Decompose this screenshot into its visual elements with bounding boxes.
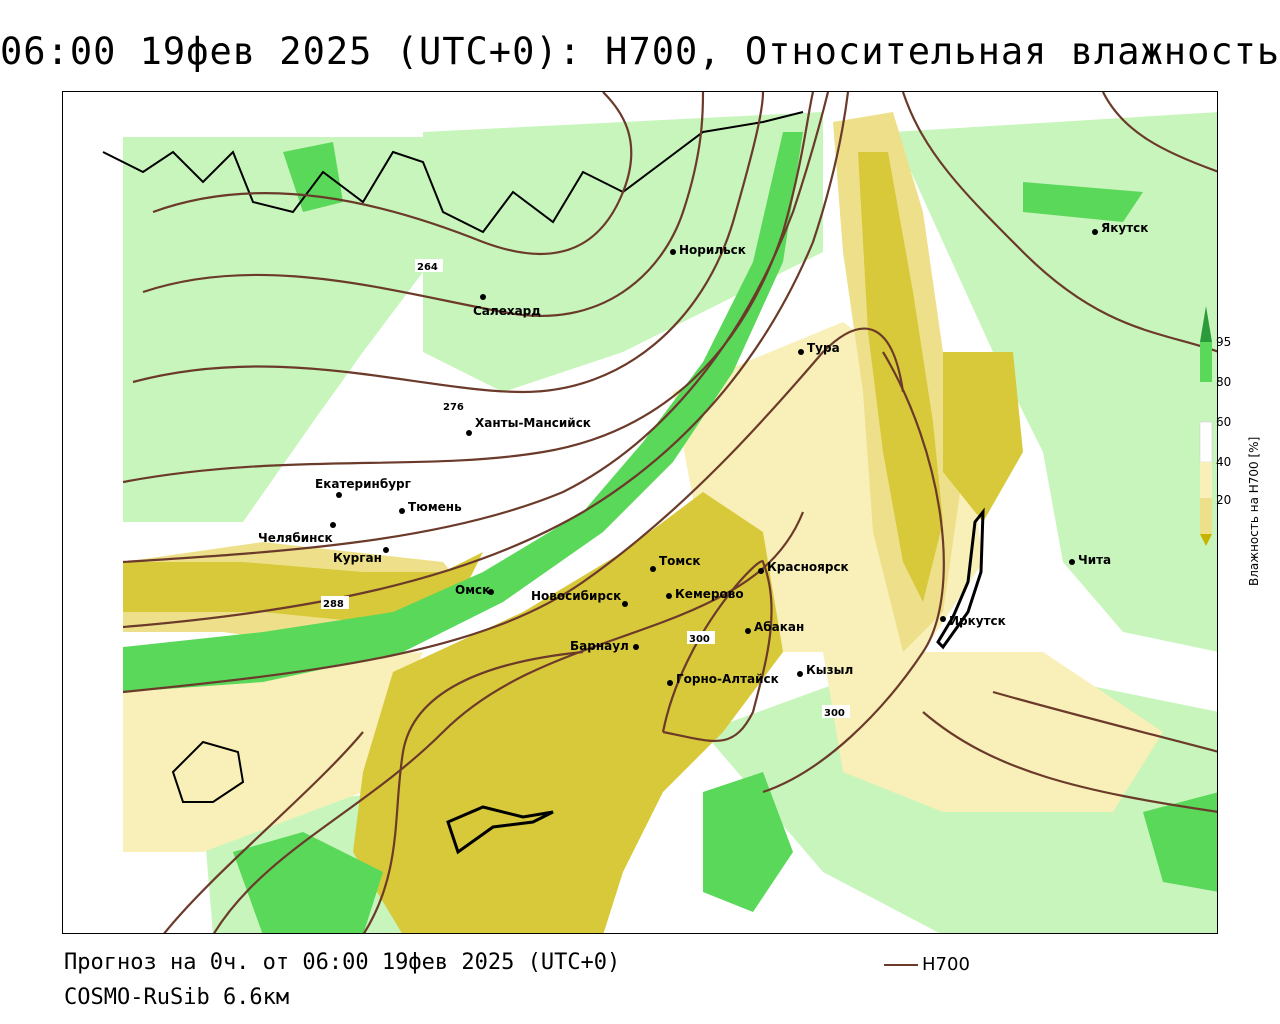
city-label: Барнаул — [570, 639, 629, 653]
h700-contours — [122, 92, 1217, 933]
forecast-info: Прогноз на 0ч. от 06:00 19фев 2025 (UTC+… — [64, 950, 621, 975]
city-label: Ханты-Мансийск — [475, 416, 591, 430]
colorbar-tick: 80 — [1216, 375, 1231, 389]
city-label: Курган — [333, 551, 382, 565]
humidity-area-light-green-west — [123, 137, 423, 522]
coastline — [102, 111, 804, 234]
city-label: Екатеринбург — [315, 477, 411, 491]
city-label: Норильск — [679, 243, 746, 257]
humidity-band-green-diagonal — [123, 132, 803, 692]
city-label: Салехард — [473, 304, 541, 318]
contour-label: 264 — [417, 262, 438, 273]
city-label: Якутск — [1101, 221, 1148, 235]
city-markers: Якутск Норильск Салехард Тура Ханты-Манс… — [258, 221, 1148, 686]
city-label: Кызыл — [806, 663, 853, 677]
city-label: Горно-Алтайск — [676, 672, 779, 686]
city-label: Тюмень — [408, 500, 462, 514]
humidity-area-dry-west-band — [123, 552, 483, 622]
city-label: Красноярск — [767, 560, 849, 574]
contour-label: 276 — [443, 402, 464, 413]
city-label: Чита — [1078, 553, 1111, 567]
contour-label: 300 — [689, 634, 710, 645]
humidity-area-green-yakutia — [1023, 182, 1143, 222]
model-info: COSMO-RuSib 6.6км — [64, 985, 290, 1010]
humidity-area-light-dry-southeast — [823, 652, 1163, 812]
humidity-area-dry-south — [353, 492, 783, 933]
h700-line-swatch — [884, 963, 918, 966]
colorbar-tick: 60 — [1216, 415, 1231, 429]
lake-balkhash — [446, 805, 554, 855]
aral-sea — [171, 740, 245, 803]
city-label: Иркутск — [949, 614, 1006, 628]
city-label: Челябинск — [258, 531, 333, 545]
city-label: Томск — [659, 554, 701, 568]
humidity-area-green-east — [1143, 792, 1217, 892]
city-label: Абакан — [754, 620, 804, 634]
contour-label: 288 — [323, 599, 344, 610]
h700-line-label: H700 — [922, 954, 970, 975]
colorbar-legend: 95 80 60 40 20 Влажность на H700 [%] — [1198, 306, 1268, 596]
contour-labels: 264 276 288 300 300 — [321, 259, 850, 719]
colorbar-title: Влажность на H700 [%] — [1247, 437, 1261, 586]
colorbar-tick: 40 — [1216, 455, 1231, 469]
colorbar-tick: 20 — [1216, 493, 1231, 507]
map-area: 264 276 288 300 300 Якутск Норильск Сале… — [62, 91, 1218, 934]
contour-label: 300 — [824, 708, 845, 719]
h700-line-legend: H700 — [884, 954, 970, 975]
city-label: Кемерово — [675, 587, 744, 601]
city-label: Тура — [807, 341, 840, 355]
map-title: 06:00 19фев 2025 (UTC+0): H700, Относите… — [0, 30, 1280, 73]
humidity-area-green-south-1 — [233, 832, 383, 933]
city-label: Новосибирск — [531, 589, 621, 603]
humidity-map: 264 276 288 300 300 Якутск Норильск Сале… — [63, 92, 1217, 933]
humidity-area-light-green-east — [893, 112, 1217, 652]
colorbar-tick: 95 — [1216, 335, 1231, 349]
city-label: Омск — [455, 583, 490, 597]
humidity-area-dry-yakutia — [943, 352, 1023, 522]
lake-baikal — [936, 507, 985, 650]
humidity-area-light-green-north — [423, 112, 823, 392]
humidity-area-green-south-2 — [703, 772, 793, 912]
colorbar: 95 80 60 40 20 Влажность на H700 [%] — [1199, 306, 1261, 586]
